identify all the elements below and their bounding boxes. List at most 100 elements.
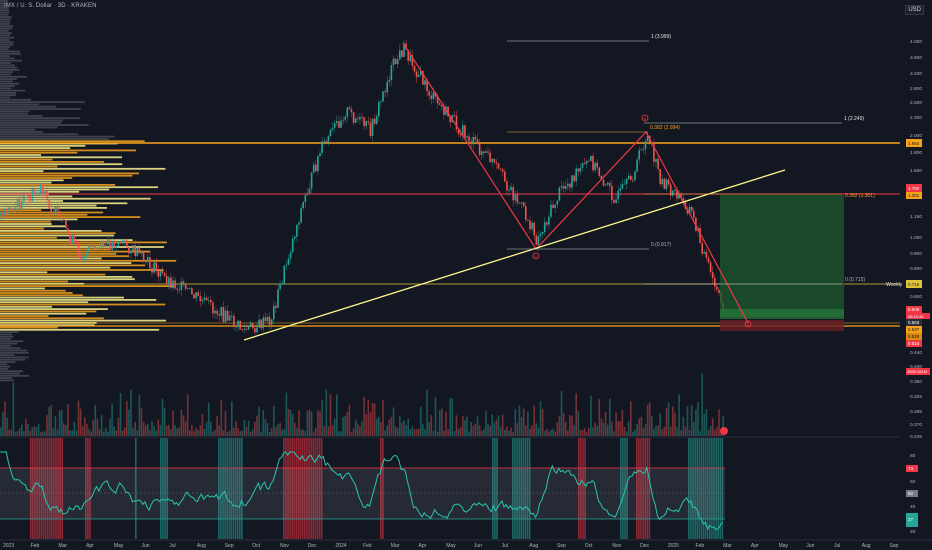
candle-body <box>153 262 155 273</box>
candle-body <box>86 251 88 258</box>
candle-body <box>336 121 338 124</box>
profile-bar <box>0 13 9 16</box>
symbol-header: IMX / U. S. Dollar · 3D · KRAKEN <box>4 3 97 9</box>
profile-bar <box>0 227 45 230</box>
profile-bar <box>0 250 151 253</box>
rsi-signal-bar <box>721 438 724 539</box>
volume-bar <box>195 427 197 436</box>
candle-body <box>203 297 206 300</box>
volume-bar <box>319 411 321 436</box>
candle-body <box>115 245 118 248</box>
candle-body <box>606 182 609 185</box>
profile-bar <box>0 156 123 159</box>
volume-bar <box>231 401 233 436</box>
rsi-signal-bar <box>638 438 640 539</box>
volume-bar <box>348 404 351 436</box>
candle-body <box>655 158 657 162</box>
candle-body <box>466 136 468 138</box>
candle-body <box>142 251 145 262</box>
candle-body <box>199 295 202 302</box>
profile-bar <box>0 34 11 37</box>
volume-bar <box>422 424 424 436</box>
time-axis[interactable]: 2023 Feb Mar Apr May Jun Jul Aug Sep Oct Nov Dec 202… <box>3 543 899 549</box>
entry-zone[interactable] <box>720 309 844 319</box>
volume-bar <box>600 418 603 436</box>
fib1-mid-label: 1 (2.249) <box>844 116 864 122</box>
time-label: May <box>446 543 456 549</box>
trendline[interactable] <box>243 169 786 341</box>
candle-body <box>277 289 279 308</box>
candle-body <box>323 140 325 142</box>
volume-indicator-icon[interactable] <box>720 427 728 435</box>
volume-bar <box>12 382 15 436</box>
candlesticks <box>0 39 724 335</box>
currency-button[interactable]: USD <box>905 5 924 15</box>
profile-bar <box>0 292 73 294</box>
time-label: Feb <box>696 543 705 549</box>
candle-body <box>705 251 708 258</box>
volume-bar <box>417 428 420 436</box>
wave-b-marker[interactable] <box>641 114 649 122</box>
profile-bar <box>0 280 69 283</box>
profile-bar <box>0 232 116 235</box>
profile-bar <box>0 69 20 71</box>
profile-bar <box>0 197 151 200</box>
candle-body <box>220 307 223 316</box>
target-zone[interactable] <box>720 195 844 317</box>
candle-body <box>182 281 185 284</box>
profile-bar <box>0 55 10 57</box>
candle-body <box>529 220 531 230</box>
candle-body <box>718 289 720 294</box>
candle-body <box>75 242 78 243</box>
candle-body <box>455 115 458 130</box>
rsi-signal-bar <box>636 438 638 539</box>
volume-bar <box>378 416 380 436</box>
candle-body <box>371 118 374 137</box>
candle-body <box>144 261 147 263</box>
candle-body <box>382 91 384 102</box>
volume-bar <box>52 428 55 436</box>
candle-body <box>44 191 46 193</box>
candle-body <box>300 208 302 223</box>
volume-bar <box>306 410 309 436</box>
badge-countdown: 06:15:32 <box>908 314 924 319</box>
volume-bar <box>373 403 376 436</box>
rsi-signal-bar <box>522 438 525 539</box>
candle-body <box>369 122 372 137</box>
candle-body <box>669 184 672 196</box>
wave-c-marker[interactable] <box>744 320 752 328</box>
candle-body <box>258 319 260 328</box>
profile-bar <box>0 94 17 97</box>
profile-bar <box>0 253 117 255</box>
time-label: Feb <box>31 543 40 549</box>
badge-0516: 0.516 <box>908 341 920 346</box>
volume-bar <box>428 422 430 436</box>
rsi-signal-bar <box>715 438 717 539</box>
volume-bar <box>676 427 678 436</box>
abc-wave-lines[interactable] <box>402 42 749 324</box>
candle-body <box>333 123 336 128</box>
volume-bar <box>598 399 601 436</box>
volume-bar <box>325 389 328 436</box>
volume-bar <box>434 397 437 436</box>
volume-bar <box>508 430 510 436</box>
volume-bar <box>260 431 262 436</box>
candle-body <box>420 71 422 76</box>
volume-bar <box>537 427 540 436</box>
wave-a-marker[interactable] <box>532 252 540 260</box>
profile-bar <box>0 328 160 331</box>
profile-bar <box>0 356 29 359</box>
profile-bar <box>0 246 165 248</box>
candle-body <box>596 162 598 168</box>
stop-zone[interactable] <box>720 320 844 331</box>
price-axis[interactable]: 4.000 3.600 3.200 2.800 2.500 2.300 2.000 1.800… <box>910 39 922 440</box>
volume-bar <box>287 408 290 436</box>
candle-body <box>546 222 548 225</box>
volume-bar <box>602 422 605 436</box>
candle-body <box>52 211 55 214</box>
candle-body <box>548 216 550 225</box>
volume-bar <box>476 416 479 436</box>
candle-body <box>342 119 344 121</box>
candle-body <box>357 118 359 120</box>
